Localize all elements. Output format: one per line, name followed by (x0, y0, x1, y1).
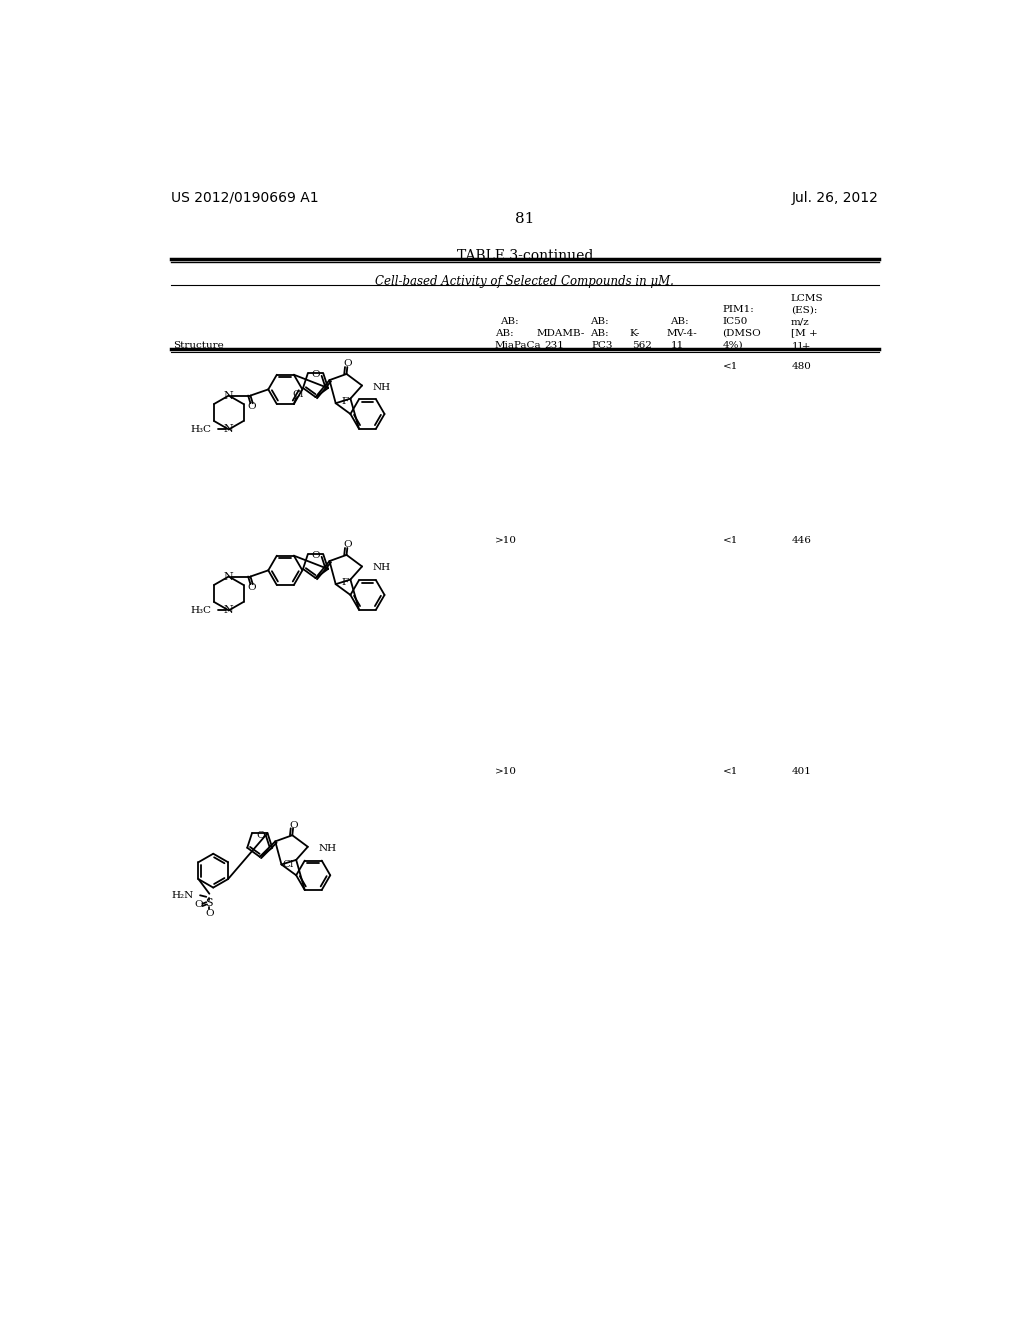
Text: N: N (224, 606, 233, 615)
Text: 231: 231 (544, 341, 564, 350)
Text: MiaPaCa: MiaPaCa (495, 341, 542, 350)
Text: Structure: Structure (173, 341, 223, 350)
Text: N: N (224, 572, 233, 582)
Text: Cl: Cl (283, 859, 294, 869)
Text: AB:: AB: (495, 329, 513, 338)
Text: K-: K- (630, 329, 640, 338)
Text: 480: 480 (793, 363, 812, 371)
Text: S: S (206, 898, 213, 908)
Text: AB:: AB: (590, 317, 608, 326)
Text: MDAMB-: MDAMB- (537, 329, 585, 338)
Text: (ES):: (ES): (791, 305, 817, 314)
Text: O: O (311, 371, 319, 379)
Text: O: O (195, 900, 203, 909)
Text: Cl: Cl (292, 391, 303, 400)
Text: MV-4-: MV-4- (667, 329, 697, 338)
Text: F: F (341, 397, 348, 407)
Text: 401: 401 (793, 767, 812, 776)
Text: NH: NH (373, 564, 391, 573)
Text: NH: NH (373, 383, 391, 392)
Text: TABLE 3-continued: TABLE 3-continued (457, 249, 593, 263)
Text: >10: >10 (495, 536, 516, 545)
Text: m/z: m/z (791, 317, 809, 326)
Text: AB:: AB: (500, 317, 518, 326)
Text: <1: <1 (722, 767, 738, 776)
Text: 562: 562 (632, 341, 651, 350)
Text: US 2012/0190669 A1: US 2012/0190669 A1 (171, 191, 318, 205)
Text: O: O (344, 359, 352, 368)
Text: F: F (341, 578, 348, 587)
Text: O: O (205, 909, 214, 919)
Text: O: O (256, 830, 265, 840)
Text: H₂N: H₂N (172, 891, 194, 900)
Text: 4%): 4%) (722, 341, 743, 350)
Text: LCMS: LCMS (791, 294, 823, 302)
Text: PIM1:: PIM1: (722, 305, 754, 314)
Text: 1]+: 1]+ (793, 341, 812, 350)
Text: H₃C: H₃C (190, 606, 212, 615)
Text: AB:: AB: (590, 329, 608, 338)
Text: AB:: AB: (670, 317, 688, 326)
Text: Jul. 26, 2012: Jul. 26, 2012 (793, 191, 879, 205)
Text: O: O (290, 821, 298, 830)
Text: <1: <1 (722, 363, 738, 371)
Text: NH: NH (318, 843, 337, 853)
Text: 11: 11 (672, 341, 684, 350)
Text: [M +: [M + (791, 329, 817, 338)
Text: O: O (344, 540, 352, 549)
Text: 81: 81 (515, 213, 535, 226)
Text: >10: >10 (495, 767, 516, 776)
Text: <1: <1 (722, 536, 738, 545)
Text: O: O (247, 401, 256, 411)
Text: N: N (224, 391, 233, 400)
Text: O: O (247, 583, 256, 591)
Text: Cell-based Activity of Selected Compounds in μM.: Cell-based Activity of Selected Compound… (376, 276, 674, 289)
Text: IC50: IC50 (722, 317, 748, 326)
Text: N: N (224, 425, 233, 434)
Text: H₃C: H₃C (190, 425, 212, 434)
Text: O: O (311, 552, 319, 561)
Text: PC3: PC3 (592, 341, 613, 350)
Text: (DMSO: (DMSO (722, 329, 761, 338)
Text: 446: 446 (793, 536, 812, 545)
